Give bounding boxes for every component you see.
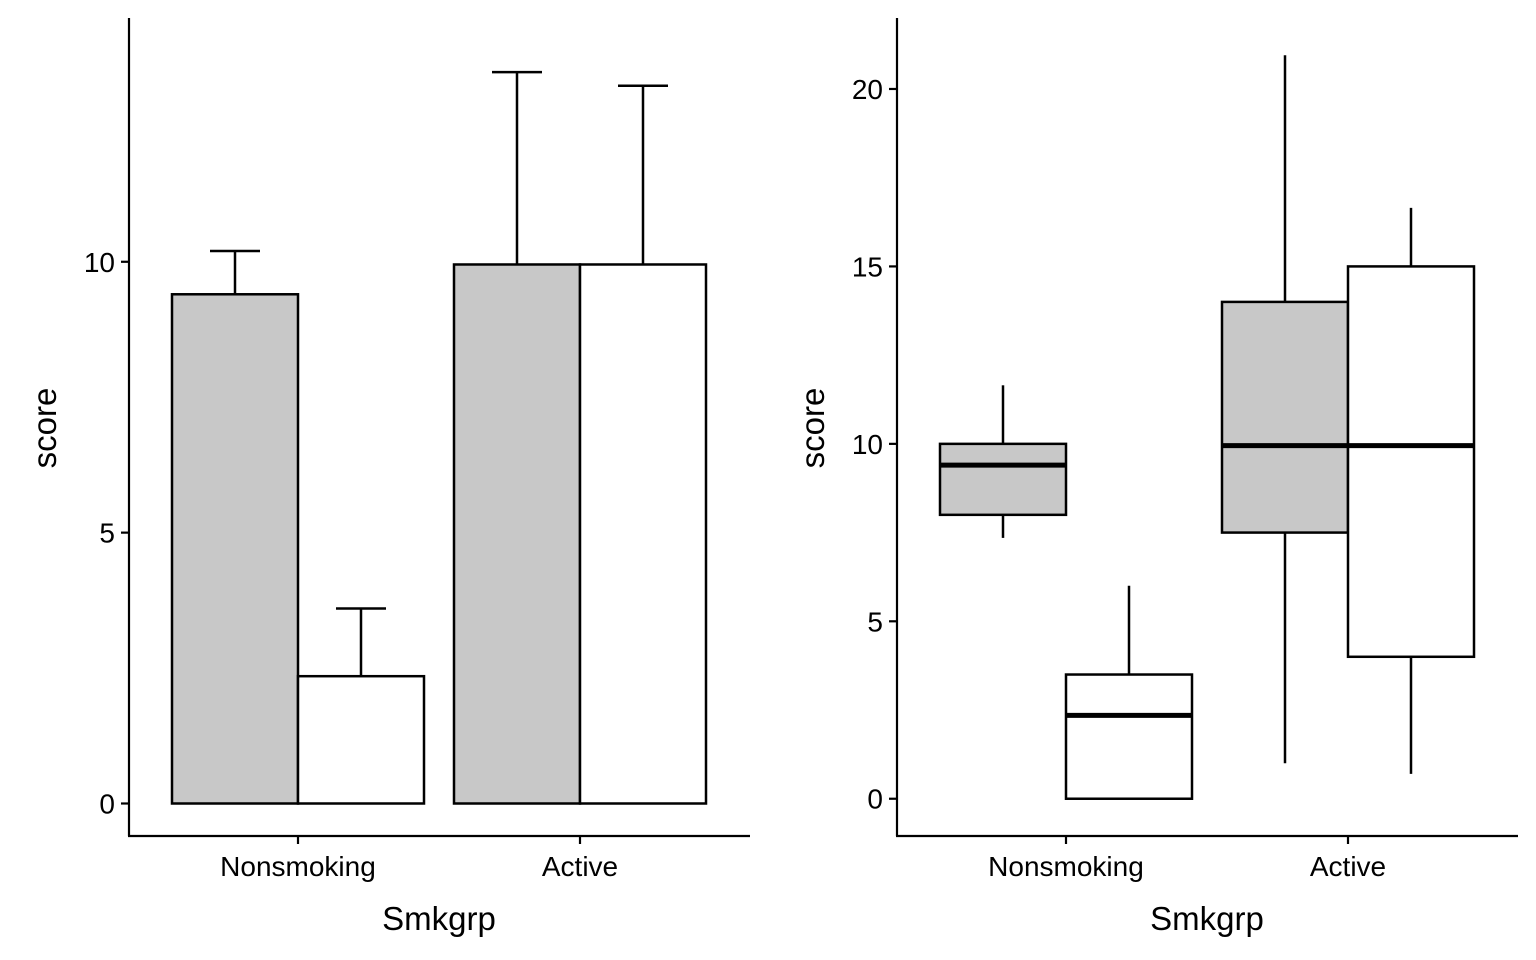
box [1346,265,1476,659]
x-ticks: Nonsmoking Active [220,836,618,882]
y-tick-label: 20 [852,74,883,105]
x-axis-title: Smkgrp [1150,900,1264,937]
y-ticks: 0 5 10 15 20 [852,74,897,815]
bar [578,263,708,805]
y-tick-label: 15 [852,251,883,282]
x-ticks: Nonsmoking Active [988,836,1386,882]
bar-plot-area [170,70,708,805]
bar [296,674,426,805]
x-tick-label: Nonsmoking [988,851,1144,882]
bar [170,293,300,805]
x-axis-title: Smkgrp [382,900,496,937]
y-tick-label: 10 [852,429,883,460]
x-tick-label: Active [542,851,618,882]
box [938,442,1068,517]
y-tick-label: 0 [867,784,883,815]
y-axis-title: score [794,388,831,469]
y-tick-label: 5 [867,606,883,637]
y-tick-label: 5 [99,518,115,549]
box-plot-area [938,55,1476,800]
box [1064,673,1194,800]
x-tick-label: Active [1310,851,1386,882]
box [1220,300,1350,534]
bar [452,263,582,805]
x-tick-label: Nonsmoking [220,851,376,882]
y-ticks: 0 5 10 [84,247,129,819]
y-tick-label: 10 [84,247,115,278]
y-axis-title: score [26,388,63,469]
bar-chart-panel: 0 5 10 Nonsmoking Active Smkgrp score [26,18,750,937]
y-tick-label: 0 [99,788,115,819]
box-plot-panel: 0 5 10 15 20 Nonsmoking Active Smkgrp score [794,18,1518,937]
